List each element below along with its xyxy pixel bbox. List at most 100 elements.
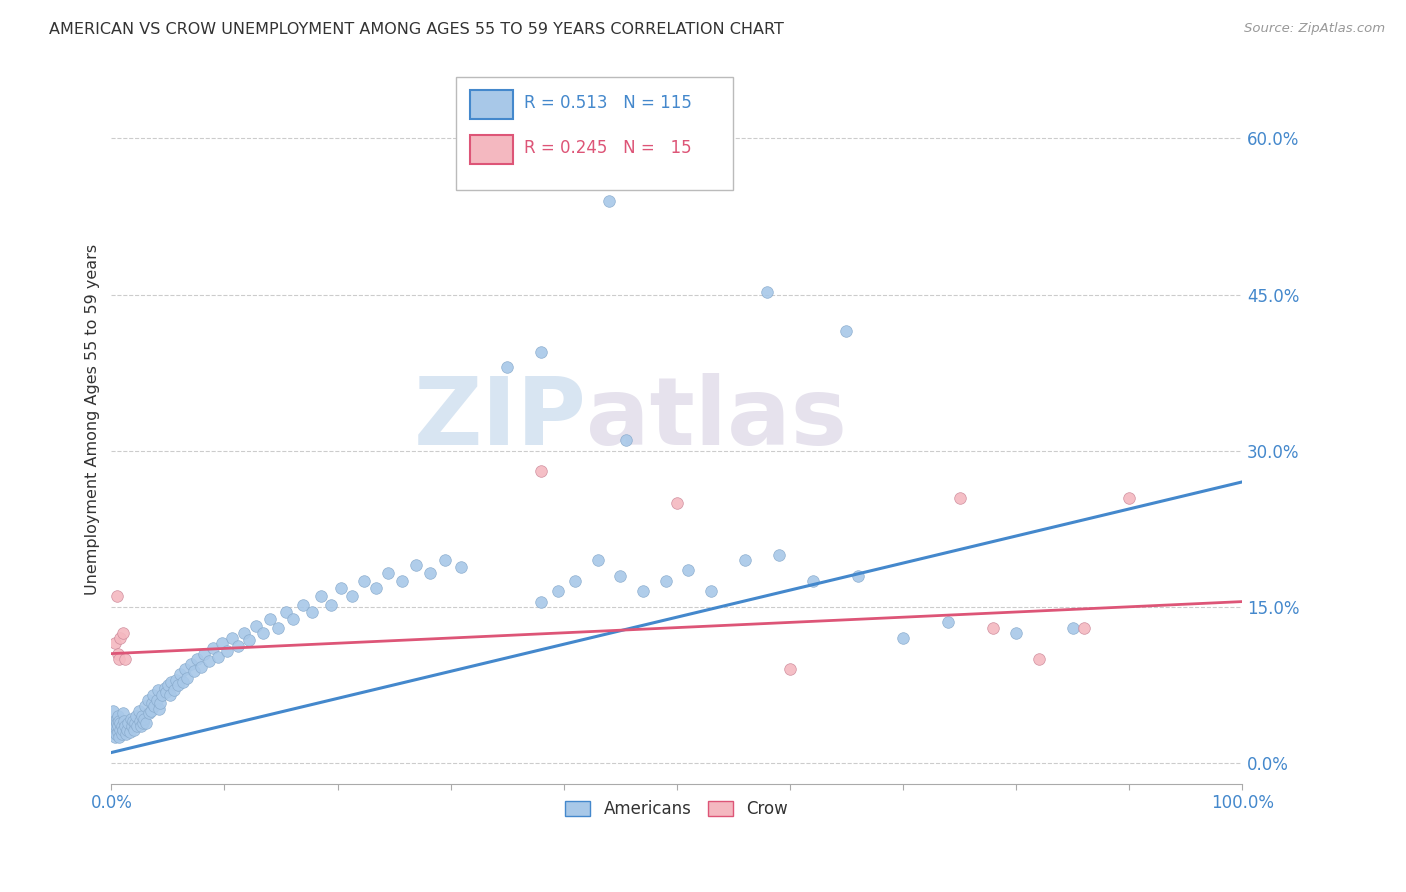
Point xyxy=(105,716,128,731)
Point xyxy=(530,344,553,359)
Point xyxy=(756,285,779,300)
FancyBboxPatch shape xyxy=(470,90,513,120)
Point xyxy=(586,553,609,567)
Point xyxy=(127,719,149,733)
Point xyxy=(835,324,858,338)
Point xyxy=(364,581,387,595)
Point xyxy=(141,696,163,710)
Point xyxy=(138,706,160,720)
Point xyxy=(120,712,142,726)
Point xyxy=(139,704,162,718)
Text: R = 0.245   N =   15: R = 0.245 N = 15 xyxy=(524,139,692,157)
Point xyxy=(309,590,332,604)
Point xyxy=(110,723,132,737)
Point xyxy=(245,618,267,632)
Text: ZIP: ZIP xyxy=(413,374,586,466)
Point xyxy=(131,709,153,723)
Point xyxy=(186,652,208,666)
Point xyxy=(124,716,146,731)
Legend: Americans, Crow: Americans, Crow xyxy=(557,792,797,826)
Point xyxy=(114,719,136,733)
Point xyxy=(377,566,399,581)
Text: AMERICAN VS CROW UNEMPLOYMENT AMONG AGES 55 TO 59 YEARS CORRELATION CHART: AMERICAN VS CROW UNEMPLOYMENT AMONG AGES… xyxy=(49,22,785,37)
Point xyxy=(115,723,138,737)
Point xyxy=(232,625,254,640)
Point xyxy=(948,491,970,505)
Point xyxy=(419,566,441,581)
Y-axis label: Unemployment Among Ages 55 to 59 years: Unemployment Among Ages 55 to 59 years xyxy=(86,244,100,595)
Point xyxy=(110,719,132,733)
Point xyxy=(125,709,148,723)
Point xyxy=(104,714,127,729)
Point xyxy=(405,558,427,573)
Point xyxy=(252,625,274,640)
Point xyxy=(145,693,167,707)
Point xyxy=(162,683,184,698)
Point xyxy=(779,662,801,676)
Point xyxy=(450,560,472,574)
Point xyxy=(983,621,1005,635)
Point xyxy=(110,631,132,645)
Text: Source: ZipAtlas.com: Source: ZipAtlas.com xyxy=(1244,22,1385,36)
Point xyxy=(700,584,723,599)
Point xyxy=(1062,621,1084,635)
Point xyxy=(891,631,914,645)
Point xyxy=(734,553,756,567)
Point xyxy=(936,615,959,630)
Point xyxy=(129,719,152,733)
Point xyxy=(530,465,553,479)
Point xyxy=(143,698,166,713)
Point xyxy=(1005,625,1028,640)
Point xyxy=(631,584,654,599)
Point xyxy=(108,714,131,729)
Point xyxy=(564,574,586,588)
Point xyxy=(283,612,305,626)
Point xyxy=(128,714,150,729)
Point xyxy=(598,194,620,208)
Point xyxy=(160,674,183,689)
Point xyxy=(153,681,176,695)
Text: R = 0.513   N = 115: R = 0.513 N = 115 xyxy=(524,95,692,112)
Point xyxy=(112,714,135,729)
Point xyxy=(190,660,212,674)
Point xyxy=(193,647,215,661)
Point xyxy=(274,605,297,619)
Point xyxy=(197,654,219,668)
Point xyxy=(156,678,179,692)
Point xyxy=(226,640,249,654)
Point xyxy=(149,696,172,710)
Point xyxy=(122,723,145,737)
Point xyxy=(108,730,131,744)
Point xyxy=(111,706,134,720)
Point xyxy=(202,641,225,656)
Point xyxy=(434,553,457,567)
Point xyxy=(105,590,128,604)
Point xyxy=(142,688,165,702)
Point xyxy=(104,636,127,650)
Point xyxy=(104,727,127,741)
Point xyxy=(169,667,191,681)
Point xyxy=(132,716,155,731)
Point xyxy=(353,574,375,588)
Point xyxy=(301,605,323,619)
Point xyxy=(150,688,173,702)
Point xyxy=(134,698,156,713)
Point xyxy=(111,625,134,640)
Point xyxy=(148,702,170,716)
Point xyxy=(107,724,129,739)
Point xyxy=(211,636,233,650)
Point xyxy=(172,674,194,689)
Point xyxy=(114,652,136,666)
Point xyxy=(183,665,205,679)
Point xyxy=(846,568,869,582)
Point xyxy=(238,633,260,648)
Point xyxy=(1028,652,1050,666)
Point xyxy=(342,590,364,604)
Point xyxy=(547,584,569,599)
Point xyxy=(330,581,353,595)
Point xyxy=(107,709,129,723)
Point xyxy=(319,598,342,612)
Point xyxy=(110,716,132,731)
Point xyxy=(146,683,169,698)
Point xyxy=(801,574,824,588)
